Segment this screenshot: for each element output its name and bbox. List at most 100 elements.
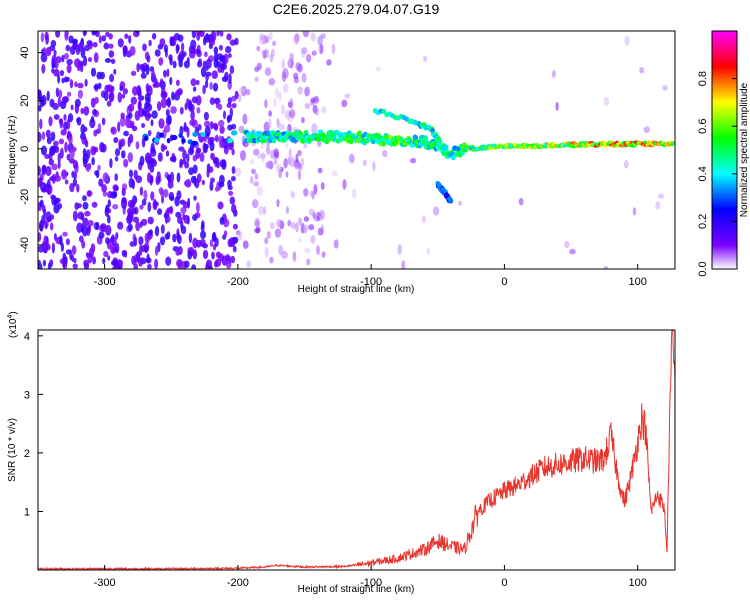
noise-speckle	[142, 43, 147, 52]
noise-speckle	[152, 82, 158, 88]
noise-speckle	[145, 103, 153, 112]
noise-speckle	[231, 203, 237, 214]
noise-speckle	[302, 31, 310, 38]
noise-speckle	[164, 233, 169, 240]
noise-speckle	[281, 71, 287, 83]
noise-speckle	[218, 44, 223, 51]
noise-speckle	[41, 241, 47, 252]
noise-speckle	[227, 185, 233, 191]
noise-speckle	[423, 55, 428, 62]
noise-speckle	[218, 181, 225, 188]
noise-speckle	[273, 97, 277, 108]
noise-speckle	[136, 251, 140, 263]
noise-speckle	[179, 106, 184, 115]
noise-speckle	[101, 184, 107, 193]
noise-speckle	[200, 230, 206, 240]
noise-speckle	[109, 90, 115, 102]
noise-speckle	[209, 239, 214, 248]
ridge-mark	[153, 137, 160, 143]
noise-speckle	[297, 150, 302, 156]
noise-speckle	[175, 89, 182, 96]
y-tick-label: -40	[19, 237, 31, 253]
noise-speckle	[158, 57, 164, 66]
noise-speckle	[205, 71, 212, 77]
noise-speckle	[40, 52, 48, 63]
noise-speckle	[192, 86, 197, 92]
noise-speckle	[209, 181, 214, 192]
noise-speckle	[66, 91, 72, 97]
noise-speckle	[123, 158, 129, 168]
x-tick-label: -200	[227, 577, 249, 589]
noise-speckle	[170, 36, 175, 47]
noise-speckle	[85, 165, 91, 172]
noise-speckle	[101, 117, 106, 126]
noise-speckle	[238, 87, 245, 93]
noise-speckle	[117, 221, 124, 230]
y-tick-label: 2	[24, 448, 30, 460]
noise-speckle	[555, 101, 559, 111]
colorbar-tick-label: 0.4	[697, 166, 709, 181]
noise-speckle	[172, 60, 177, 69]
noise-speckle	[128, 133, 134, 144]
snr-y-label: SNR (10 * v/v)	[7, 418, 18, 482]
noise-speckle	[300, 157, 305, 167]
noise-speckle	[278, 91, 282, 102]
noise-speckle	[112, 191, 118, 198]
noise-speckle	[39, 97, 45, 108]
noise-speckle	[107, 255, 111, 261]
noise-speckle	[44, 154, 50, 159]
noise-speckle	[204, 125, 211, 137]
noise-speckle	[201, 179, 205, 186]
x-tick-label: 100	[629, 276, 647, 288]
noise-speckle	[50, 214, 55, 220]
noise-speckle	[72, 210, 78, 222]
noise-speckle	[295, 222, 299, 233]
noise-speckle	[176, 79, 180, 87]
noise-speckle	[308, 208, 315, 216]
noise-speckle	[242, 240, 249, 249]
noise-speckle	[283, 158, 288, 169]
noise-speckle	[163, 69, 167, 78]
noise-speckle	[176, 190, 182, 200]
noise-speckle	[68, 136, 73, 145]
noise-speckle	[290, 221, 296, 230]
noise-speckle	[84, 210, 91, 217]
noise-speckle	[82, 195, 87, 202]
noise-speckle	[317, 167, 323, 174]
noise-speckle	[182, 201, 189, 209]
colorbar-gradient	[712, 31, 737, 269]
noise-speckle	[125, 117, 130, 128]
noise-speckle	[281, 250, 288, 259]
noise-speckle	[147, 201, 152, 213]
noise-speckle	[216, 31, 220, 37]
noise-speckle	[196, 202, 200, 213]
noise-speckle	[212, 82, 219, 92]
noise-speckle	[66, 153, 71, 161]
noise-speckle	[109, 158, 113, 169]
y-tick-label: 20	[19, 95, 31, 107]
noise-speckle	[77, 89, 83, 99]
noise-speckle	[51, 63, 55, 69]
noise-speckle	[69, 79, 74, 89]
noise-speckle	[137, 95, 145, 101]
noise-speckle	[226, 33, 232, 41]
noise-speckle	[117, 121, 121, 133]
noise-speckle	[103, 42, 110, 50]
noise-speckle	[188, 232, 193, 244]
noise-speckle	[238, 93, 242, 103]
noise-speckle	[302, 224, 308, 234]
noise-speckle	[202, 60, 207, 69]
noise-speckle	[190, 78, 197, 87]
noise-speckle	[175, 250, 181, 256]
noise-speckle	[228, 73, 232, 84]
noise-speckle	[273, 158, 278, 165]
noise-speckle	[63, 121, 68, 131]
noise-speckle	[213, 46, 219, 55]
noise-speckle	[120, 198, 128, 210]
chart-title: C2E6.2025.279.04.07.G19	[273, 1, 440, 17]
noise-speckle	[282, 83, 289, 94]
noise-speckle	[50, 194, 56, 200]
noise-speckle	[169, 76, 173, 86]
noise-speckle	[169, 171, 175, 183]
noise-speckle	[103, 250, 109, 258]
